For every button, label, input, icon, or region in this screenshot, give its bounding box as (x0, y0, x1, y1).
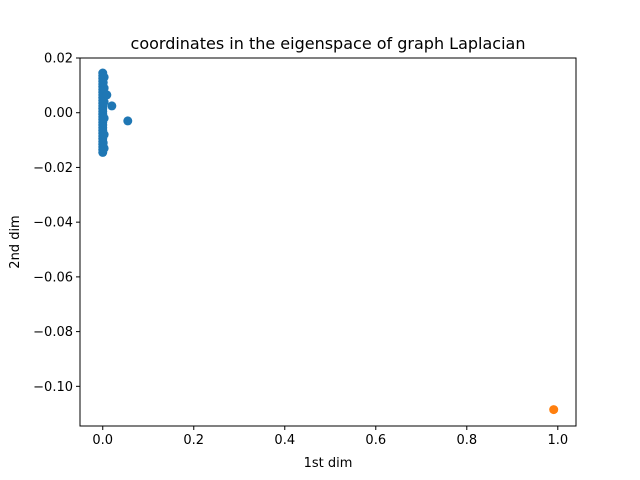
y-tick-label: −0.04 (33, 216, 73, 231)
x-tick-label: 0.8 (456, 433, 477, 448)
x-tick-label: 0.6 (365, 433, 386, 448)
y-tick-label: −0.08 (33, 325, 73, 340)
plot-frame (79, 57, 577, 427)
data-point-s1-0 (549, 405, 559, 415)
y-tick-label: −0.06 (33, 270, 73, 285)
plot-marks (98, 68, 559, 415)
data-point-s0-34 (99, 130, 109, 140)
x-tick-label: 0.4 (274, 433, 295, 448)
data-point-s0-39 (107, 101, 117, 111)
x-axis: 0.0 0.2 0.4 0.6 0.8 1.0 (92, 426, 568, 448)
data-point-s0-38 (102, 90, 112, 100)
data-point-s0-36 (98, 78, 108, 88)
y-tick-label: 0.00 (44, 106, 73, 121)
x-tick-label: 0.0 (92, 433, 113, 448)
x-tick-label: 0.2 (183, 433, 204, 448)
data-point-s0-37 (98, 138, 108, 148)
x-tick-label: 1.0 (547, 433, 568, 448)
y-tick-label: −0.02 (33, 161, 73, 176)
y-axis: 0.02 0.00 −0.02 −0.04 −0.06 −0.08 −0.10 (33, 52, 80, 395)
data-point-s0-40 (123, 116, 133, 126)
y-tick-label: −0.10 (33, 380, 73, 395)
y-axis-label: 2nd dim (8, 215, 23, 268)
chart-title: coordinates in the eigenspace of graph L… (131, 34, 526, 53)
data-point-s0-33 (99, 113, 109, 123)
y-tick-label: 0.02 (44, 52, 73, 67)
data-point-s0-32 (99, 97, 109, 107)
x-axis-label: 1st dim (304, 456, 353, 471)
